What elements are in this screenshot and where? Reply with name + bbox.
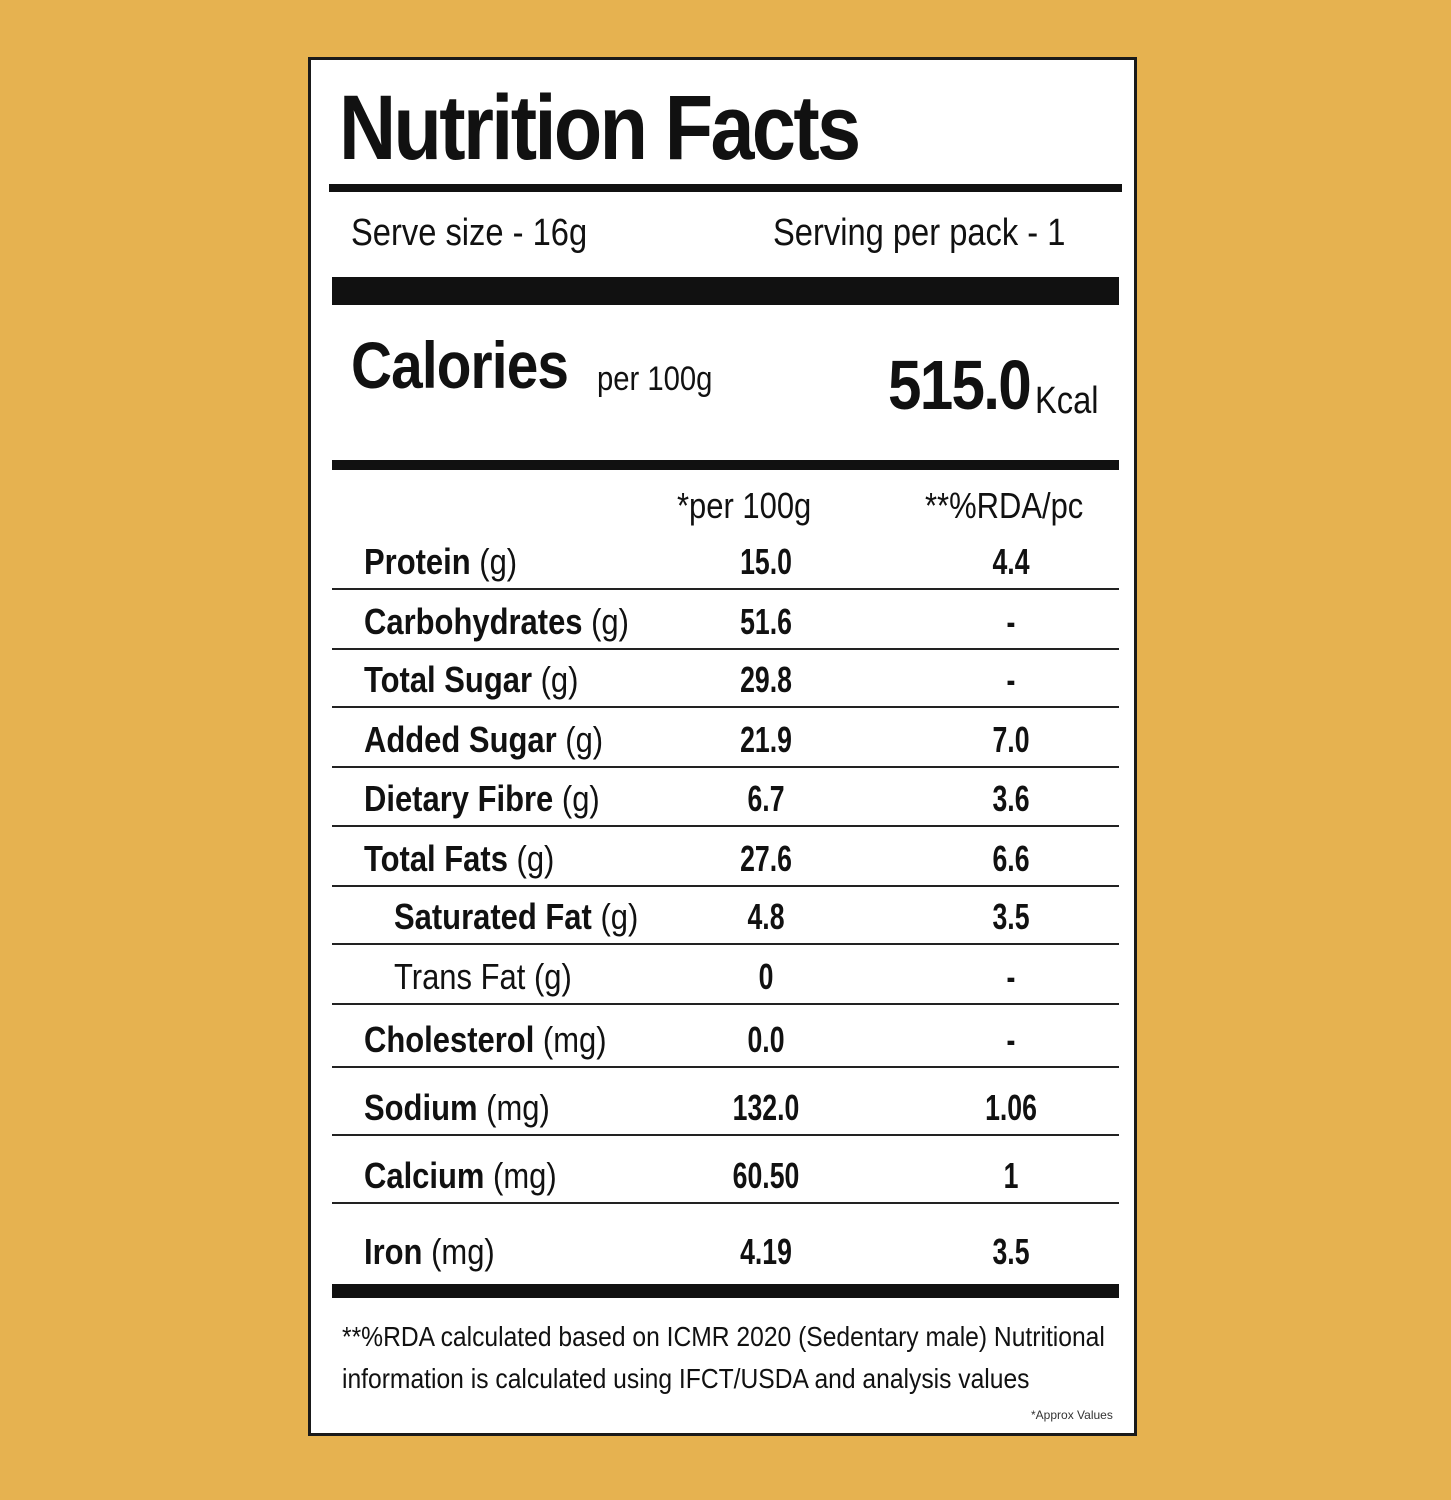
nutrient-name: Cholesterol (mg)	[364, 1022, 607, 1058]
nutrient-unit: (mg)	[486, 1087, 550, 1128]
nutrient-label: Saturated Fat	[394, 896, 592, 937]
rda-value: -	[1006, 1019, 1016, 1060]
table-row: Dietary Fibre (g) 6.7 3.6	[332, 768, 1119, 827]
rda-value: 6.6	[992, 838, 1030, 879]
table-row: Protein (g) 15.0 4.4	[332, 530, 1119, 590]
nutrient-name: Calcium (mg)	[364, 1158, 557, 1194]
nutrient-name: Saturated Fat (g)	[394, 899, 638, 935]
table-row: Carbohydrates (g) 51.6 -	[332, 590, 1119, 650]
nutrient-label: Carbohydrates	[364, 601, 583, 642]
nutrient-unit: (g)	[533, 956, 572, 997]
per100-value: 60.50	[732, 1155, 800, 1196]
table-row: Sodium (mg) 132.0 1.06	[332, 1068, 1119, 1136]
nutrient-name: Sodium (mg)	[364, 1090, 550, 1126]
serve-size: Serve size - 16g	[351, 212, 588, 254]
per100-value: 4.8	[747, 896, 785, 937]
rda-value: 1	[1003, 1155, 1019, 1196]
per100-value: 132.0	[732, 1087, 800, 1128]
table-row: Trans Fat (g) 0 -	[332, 945, 1119, 1005]
rda-value: -	[1006, 601, 1016, 642]
rda-value: -	[1006, 659, 1016, 700]
table-row: Total Fats (g) 27.6 6.6	[332, 827, 1119, 887]
title-divider	[329, 184, 1122, 192]
per100-value: 6.7	[747, 778, 785, 819]
nutrient-name: Trans Fat (g)	[394, 959, 572, 995]
nutrient-unit: (mg)	[431, 1231, 495, 1272]
nutrient-table: Protein (g) 15.0 4.4 Carbohydrates (g) 51.6 -…	[332, 530, 1119, 1278]
rda-value: 3.5	[992, 896, 1030, 937]
table-row: Total Sugar (g) 29.8 -	[332, 650, 1119, 708]
nutrient-label: Total Fats	[364, 838, 508, 879]
nutrient-label: Calcium	[364, 1155, 485, 1196]
calories-value: 515.0	[888, 346, 1032, 424]
per100-value: 0	[758, 956, 774, 997]
rda-value: 3.6	[992, 778, 1030, 819]
per100-value: 4.19	[740, 1231, 792, 1272]
nutrient-unit: (g)	[516, 838, 555, 879]
nutrient-label: Protein	[364, 541, 471, 582]
column-header-per100: *per 100g	[677, 485, 812, 526]
nutrition-label: Nutrition Facts Serve size - 16g Serving…	[308, 57, 1137, 1436]
rda-value: -	[1006, 956, 1016, 997]
nutrient-label: Added Sugar	[364, 719, 557, 760]
table-row: Iron (mg) 4.19 3.5	[332, 1204, 1119, 1278]
nutrient-label: Total Sugar	[364, 659, 533, 700]
approx-values-note: *Approx Values	[1031, 1408, 1113, 1422]
column-header-rda: **%RDA/pc	[925, 485, 1084, 526]
nutrient-unit: (mg)	[493, 1155, 557, 1196]
nutrient-name: Carbohydrates (g)	[364, 604, 629, 640]
table-row: Added Sugar (g) 21.9 7.0	[332, 708, 1119, 768]
nutrient-label: Trans Fat	[394, 956, 526, 997]
nutrient-unit: (g)	[479, 541, 518, 582]
per100-value: 27.6	[740, 838, 792, 879]
nutrient-unit: (g)	[591, 601, 629, 642]
nutrient-unit: (mg)	[542, 1019, 607, 1060]
per100-value: 0.0	[747, 1019, 785, 1060]
nutrient-unit: (g)	[600, 896, 639, 937]
rda-value: 1.06	[985, 1087, 1037, 1128]
label-title: Nutrition Facts	[339, 77, 861, 179]
nutrient-label: Dietary Fibre	[364, 778, 554, 819]
nutrient-name: Total Sugar (g)	[364, 662, 578, 698]
per100-value: 15.0	[740, 541, 792, 582]
table-row: Calcium (mg) 60.50 1	[332, 1136, 1119, 1204]
footer-divider	[332, 1284, 1119, 1298]
calories-basis: per 100g	[597, 360, 713, 398]
nutrient-unit: (g)	[565, 719, 604, 760]
calories-label: Calories	[351, 328, 569, 402]
nutrient-unit: (g)	[540, 659, 579, 700]
calories-unit: Kcal	[1035, 380, 1099, 422]
nutrient-label: Sodium	[364, 1087, 478, 1128]
per100-value: 29.8	[740, 659, 792, 700]
calories-divider	[332, 460, 1119, 470]
nutrient-label: Cholesterol	[364, 1019, 535, 1060]
nutrient-name: Iron (mg)	[364, 1234, 495, 1270]
nutrient-label: Iron	[364, 1231, 423, 1272]
table-row: Cholesterol (mg) 0.0 -	[332, 1005, 1119, 1068]
servings-per-pack: Serving per pack - 1	[773, 212, 1066, 254]
rda-value: 7.0	[992, 719, 1030, 760]
nutrient-name: Protein (g)	[364, 544, 517, 580]
table-row: Saturated Fat (g) 4.8 3.5	[332, 887, 1119, 945]
rda-value: 4.4	[992, 541, 1030, 582]
nutrient-name: Added Sugar (g)	[364, 722, 603, 758]
rda-value: 3.5	[992, 1231, 1030, 1272]
nutrient-name: Dietary Fibre (g)	[364, 781, 600, 817]
rda-footnote: **%RDA calculated based on ICMR 2020 (Se…	[342, 1321, 1105, 1394]
nutrient-name: Total Fats (g)	[364, 841, 554, 877]
thick-divider	[332, 277, 1119, 305]
per100-value: 51.6	[740, 601, 792, 642]
nutrient-unit: (g)	[561, 778, 600, 819]
per100-value: 21.9	[740, 719, 792, 760]
